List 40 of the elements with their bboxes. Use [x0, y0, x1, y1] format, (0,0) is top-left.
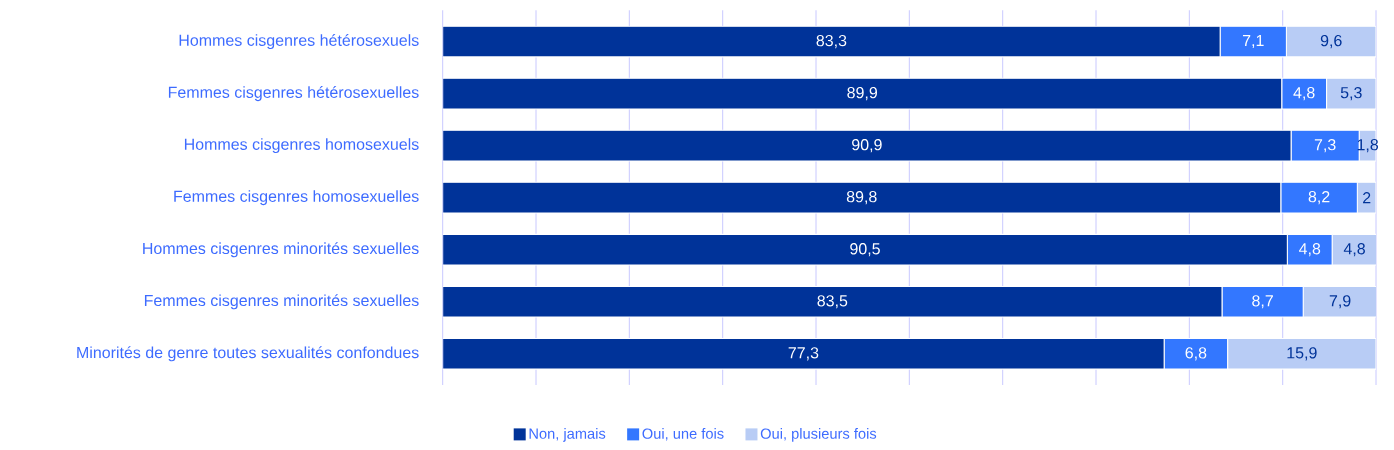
- data-label: 90,9: [852, 139, 882, 153]
- bar: [442, 77, 1283, 110]
- data-label: 89,8: [846, 191, 877, 205]
- bar: [1285, 25, 1377, 58]
- bar: [1302, 285, 1377, 318]
- data-label: 8,2: [1308, 191, 1330, 205]
- data-label: 77,3: [788, 347, 819, 361]
- data-label: 83,3: [816, 34, 847, 49]
- bar: [442, 181, 1282, 214]
- data-label: 89,9: [847, 86, 878, 101]
- y-tick-label: Hommes cisgenres hétérosexuels: [179, 34, 419, 50]
- data-label: 8,7: [1252, 295, 1273, 309]
- bar: [442, 337, 1165, 370]
- y-tick-label: Minorités de genre toutes sexualités confondues: [77, 346, 419, 362]
- y-tick-label: Hommes cisgenres homosexuels: [184, 138, 419, 154]
- legend-label: Oui, une fois: [642, 428, 724, 441]
- y-tick-label: Femmes cisgenres hétérosexuelles: [168, 86, 419, 102]
- legend-label: Oui, plusieurs fois: [760, 428, 877, 442]
- data-label: 4,8: [1293, 86, 1315, 101]
- data-label: 7,3: [1314, 139, 1336, 153]
- data-label: 5,3: [1340, 86, 1362, 101]
- data-label: 4,8: [1343, 243, 1365, 257]
- data-label: 90,5: [850, 243, 880, 257]
- y-tick-label: Femmes cisgenres minorités sexuelles: [144, 294, 419, 310]
- legend-label: Non, jamais: [529, 428, 606, 442]
- y-tick-label: Femmes cisgenres homosexuelles: [174, 190, 419, 206]
- bar: [1227, 337, 1377, 370]
- data-label: 15,9: [1287, 347, 1317, 361]
- data-label: 4,8: [1299, 243, 1321, 257]
- data-label: 9,6: [1320, 34, 1342, 49]
- data-label: 6,8: [1185, 347, 1207, 361]
- y-tick-label: Hommes cisgenres minorités sexuelles: [143, 242, 419, 258]
- data-label: 7,1: [1242, 35, 1264, 49]
- data-label: 83,5: [817, 295, 848, 309]
- bar: [442, 285, 1223, 318]
- bar: [442, 129, 1292, 162]
- data-label: 7,9: [1329, 295, 1351, 309]
- bar: [442, 233, 1288, 266]
- bar: [442, 25, 1221, 58]
- data-label: 2: [1363, 192, 1371, 204]
